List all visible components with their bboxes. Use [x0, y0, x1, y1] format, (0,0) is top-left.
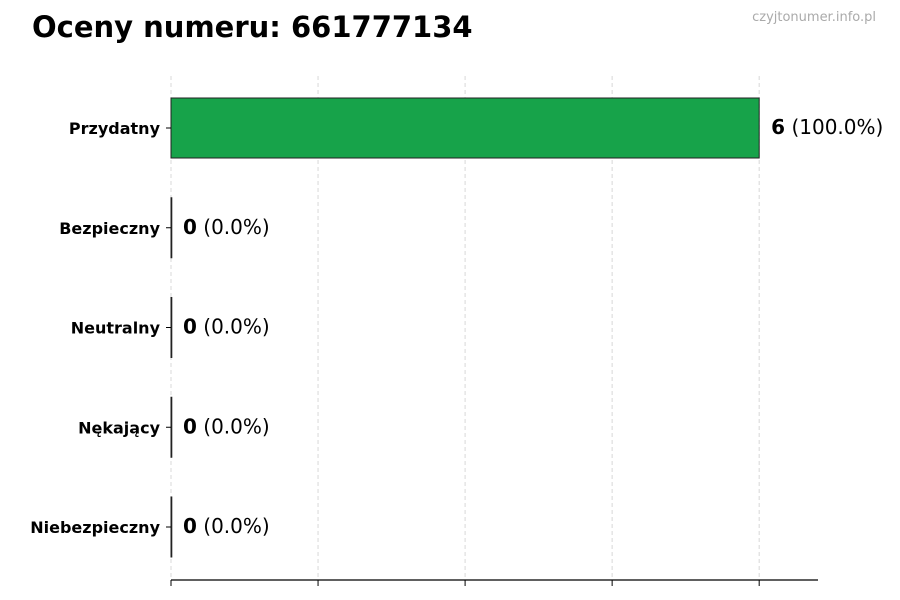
y-tick-label: Bezpieczny	[59, 219, 160, 238]
data-label-count: 0	[183, 315, 197, 339]
data-label-count: 0	[183, 514, 197, 538]
bar	[170, 97, 760, 159]
y-tick-label: Neutralny	[71, 319, 161, 338]
y-tick-label: Przydatny	[69, 119, 161, 138]
data-label-percent: (0.0%)	[197, 514, 270, 538]
bar	[170, 197, 173, 259]
data-label: 0 (0.0%)	[183, 414, 270, 438]
data-label-percent: (0.0%)	[197, 414, 270, 438]
watermark: czyjtonumer.info.pl	[752, 10, 876, 25]
bar	[170, 396, 173, 458]
bar	[170, 496, 173, 558]
data-label-percent: (100.0%)	[785, 115, 883, 139]
y-tick-label: Niebezpieczny	[30, 518, 160, 537]
data-label-count: 0	[183, 414, 197, 438]
data-label: 6 (100.0%)	[771, 115, 883, 139]
data-label-percent: (0.0%)	[197, 215, 270, 239]
y-tick-label: Nękający	[78, 418, 160, 437]
data-label-count: 0	[183, 215, 197, 239]
chart-title: Oceny numeru: 661777134	[32, 10, 473, 44]
data-label-count: 6	[771, 115, 785, 139]
data-label: 0 (0.0%)	[183, 514, 270, 538]
data-label-percent: (0.0%)	[197, 315, 270, 339]
data-label: 0 (0.0%)	[183, 215, 270, 239]
data-label: 0 (0.0%)	[183, 315, 270, 339]
bar	[170, 297, 173, 358]
